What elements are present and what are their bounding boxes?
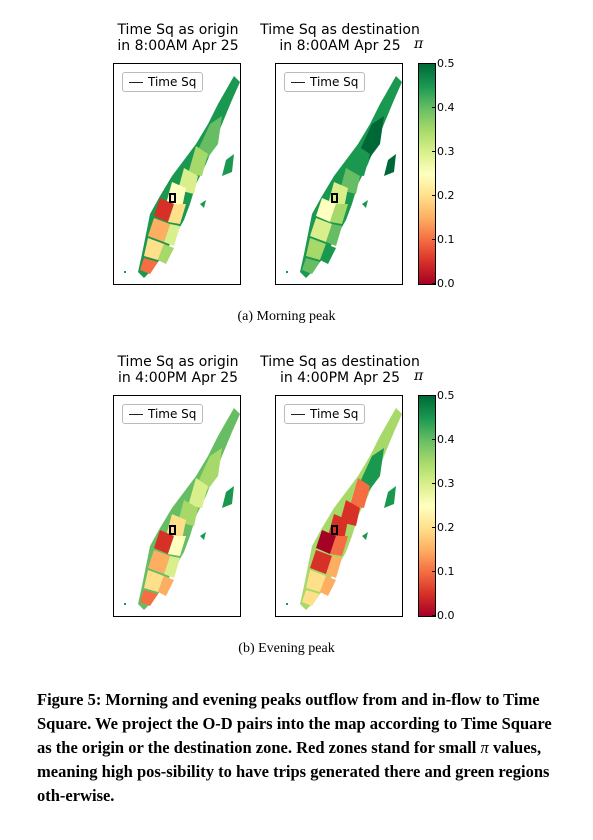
manhattan-map xyxy=(124,408,240,610)
colorbar-tick: 0.3 xyxy=(437,477,455,490)
panel-title-b-destination: Time Sq as destination in 4:00PM Apr 25 xyxy=(260,354,420,386)
colorbar-tick: 0.1 xyxy=(437,565,455,578)
colorbar-tick: 0.3 xyxy=(437,145,455,158)
panel-title-a-origin: Time Sq as origin in 8:00AM Apr 25 xyxy=(117,22,239,54)
colorbar-tick: 0.4 xyxy=(437,433,455,446)
map-panel-a-origin: Time Sq xyxy=(113,63,241,285)
time-square-zone-marker xyxy=(169,525,176,535)
subcaption-a: (a) Morning peak xyxy=(237,309,336,324)
colorbar-symbol: π xyxy=(414,36,424,52)
colorbar-tick: 0.5 xyxy=(437,389,455,402)
map-legend: Time Sq xyxy=(284,72,366,92)
legend-line-icon xyxy=(291,81,305,83)
manhattan-map xyxy=(124,76,240,278)
time-square-zone-marker xyxy=(331,525,338,535)
map-legend: Time Sq xyxy=(122,404,204,424)
legend-line-icon xyxy=(129,413,143,415)
subcaption-b: (b) Evening peak xyxy=(238,641,335,656)
map-panel-b-origin: Time Sq xyxy=(113,395,241,617)
map-panel-b-destination: Time Sq xyxy=(275,395,403,617)
figure-caption: Figure 5: Morning and evening peaks outf… xyxy=(37,690,552,805)
time-square-zone-marker xyxy=(169,193,176,203)
colorbar-tick: 0.2 xyxy=(437,521,455,534)
colorbar-tick: 0.5 xyxy=(437,57,455,70)
panel-title-a-destination: Time Sq as destination in 8:00AM Apr 25 xyxy=(260,22,420,54)
time-square-zone-marker xyxy=(331,193,338,203)
manhattan-map xyxy=(286,76,402,278)
legend-line-icon xyxy=(291,413,305,415)
colorbar-tick: 0.1 xyxy=(437,233,455,246)
panel-title-b-origin: Time Sq as origin in 4:00PM Apr 25 xyxy=(117,354,239,386)
legend-line-icon xyxy=(129,81,143,83)
colorbar-tick: 0.0 xyxy=(437,277,455,290)
colorbar-tick: 0.0 xyxy=(437,609,455,622)
map-legend: Time Sq xyxy=(122,72,204,92)
map-panel-a-destination: Time Sq xyxy=(275,63,403,285)
colorbar-a xyxy=(418,63,436,285)
colorbar-symbol: π xyxy=(414,368,424,384)
colorbar-b xyxy=(418,395,436,617)
manhattan-map xyxy=(286,408,402,610)
map-legend: Time Sq xyxy=(284,404,366,424)
colorbar-tick: 0.2 xyxy=(437,189,455,202)
colorbar-tick: 0.4 xyxy=(437,101,455,114)
